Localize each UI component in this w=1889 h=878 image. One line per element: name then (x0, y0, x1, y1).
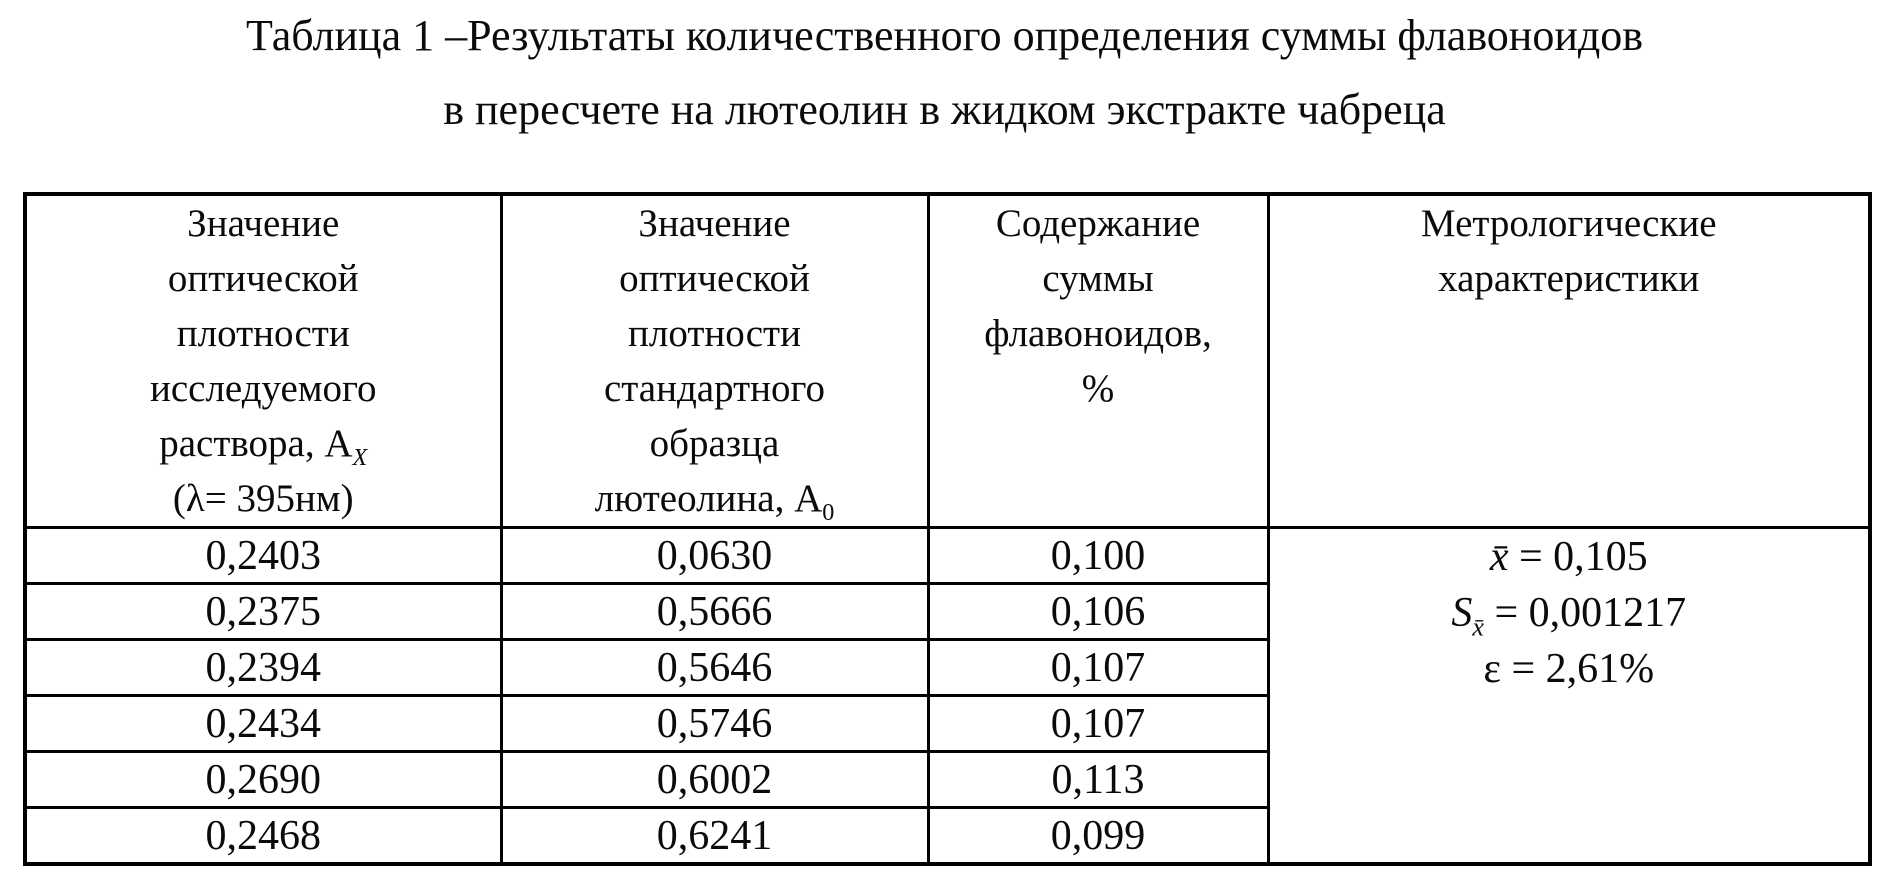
cell-content-4: 0,107 (926, 694, 1270, 753)
cell-content-3: 0,107 (926, 638, 1270, 697)
cell-content-1: 0,100 (926, 526, 1270, 585)
results-table: Значение оптической плотности исследуемо… (23, 192, 1872, 866)
cell-content-2: 0,106 (926, 582, 1270, 641)
header-a0-subscript: 0 (822, 498, 835, 526)
header-row: Значение оптической плотности исследуемо… (23, 192, 1872, 529)
table-row: 0,2394 0,5646 0,107 (23, 638, 1870, 697)
header-ax-text: Значение оптической плотности исследуемо… (149, 202, 377, 465)
column-header-metrology: Метрологические характеристики (1266, 192, 1872, 529)
header-metrology-text: Метрологические характеристики (1420, 202, 1717, 300)
cell-ax-4: 0,2434 (23, 694, 503, 753)
metrology-relative-error: ε = 2,61% (1483, 646, 1655, 692)
table-caption-line1: Таблица 1 –Результаты количественного оп… (245, 11, 1644, 60)
header-ax-subscript: X (352, 443, 368, 471)
table-row: 0,2434 0,5746 0,107 (23, 694, 1870, 753)
cell-ax-1: 0,2403 (23, 526, 503, 585)
table-row: 0,2375 0,5666 0,106 (23, 582, 1870, 641)
cell-ax-2: 0,2375 (23, 582, 503, 641)
cell-a0-2: 0,5666 (499, 582, 930, 641)
table-row: 0,2690 0,6002 0,113 (23, 750, 1870, 809)
table-caption: Таблица 1 –Результаты количественного оп… (0, 10, 1889, 136)
cell-a0-6: 0,6241 (499, 806, 930, 866)
column-header-standard-absorbance: Значение оптической плотности стандартно… (499, 192, 930, 529)
column-header-flavonoid-content: Содержание суммы флавоноидов, % (926, 192, 1270, 529)
cell-ax-5: 0,2690 (23, 750, 503, 809)
header-ax-wavelength: (λ= 395нм) (172, 477, 354, 520)
metrology-cell: x̄ = 0,105 Sx̄ = 0,001217 ε = 2,61% (1266, 526, 1872, 866)
cell-content-5: 0,113 (926, 750, 1270, 809)
cell-ax-3: 0,2394 (23, 638, 503, 697)
cell-ax-6: 0,2468 (23, 806, 503, 866)
cell-content-6: 0,099 (926, 806, 1270, 866)
cell-a0-5: 0,6002 (499, 750, 930, 809)
table-row: 0,2468 0,6241 0,099 (23, 806, 1870, 866)
metrology-mean: x̄ = 0,105 (1489, 534, 1648, 580)
header-content-text: Содержание суммы флавоноидов, % (984, 202, 1212, 410)
cell-a0-1: 0,0630 (499, 526, 930, 585)
cell-a0-4: 0,5746 (499, 694, 930, 753)
table-row: 0,2403 0,0630 0,100 x̄ = 0,105 Sx̄ = 0,0… (23, 526, 1872, 866)
header-a0-text: Значение оптической плотности стандартно… (594, 202, 826, 520)
cell-a0-3: 0,5646 (499, 638, 930, 697)
table-caption-line2: в пересчете на лютеолин в жидком экстрак… (443, 85, 1446, 134)
metrology-std-error: Sx̄ = 0,001217 (1451, 590, 1687, 642)
column-header-sample-absorbance: Значение оптической плотности исследуемо… (23, 192, 503, 529)
